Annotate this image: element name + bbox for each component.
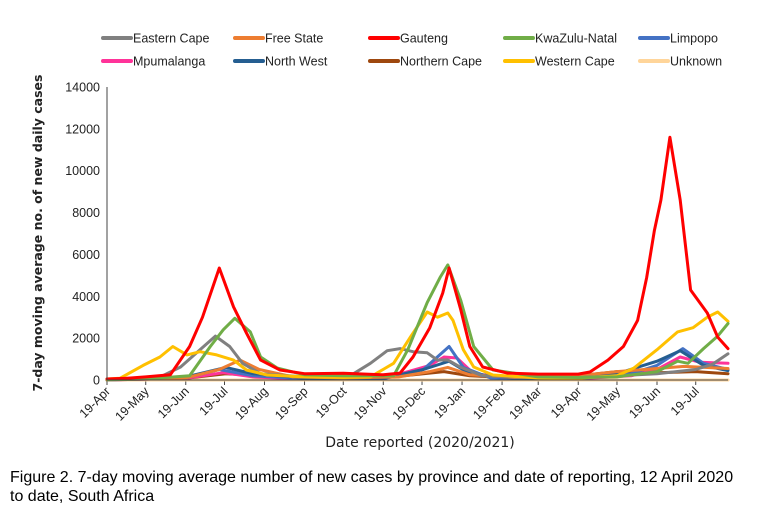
legend-label: Unknown	[670, 55, 722, 69]
y-tick-label: 4000	[72, 290, 100, 304]
x-axis-title: Date reported (2020/2021)	[325, 435, 515, 451]
x-tick-label: 19-May	[584, 384, 624, 424]
legend-label: Gauteng	[400, 32, 448, 46]
x-tick-label: 19-Aug	[232, 384, 270, 422]
x-tick-label: 19-Sep	[272, 384, 310, 422]
y-tick-label: 0	[93, 374, 100, 388]
x-tick-label: 19-May	[112, 384, 152, 424]
x-tick-label: 19-Jun	[626, 384, 663, 421]
legend-item: Eastern Cape	[101, 32, 209, 46]
y-axis-title: 7-day moving average no. of new daily ca…	[30, 75, 45, 392]
legend-label: Eastern Cape	[133, 32, 209, 46]
x-tick-label: 19-Feb	[470, 384, 508, 422]
legend-item: Western Cape	[503, 55, 615, 69]
series-lines	[105, 135, 730, 382]
x-tick-label: 19-Mar	[506, 384, 544, 422]
series-line-western-cape	[105, 310, 730, 381]
x-tick-label: 19-Jun	[155, 384, 192, 421]
legend-label: Limpopo	[670, 32, 718, 46]
x-tick-label: 19-Jul	[197, 384, 231, 418]
legend-label: Free State	[265, 32, 323, 46]
legend: Eastern Cape Free State Gauteng KwaZulu-Nat…	[101, 32, 722, 69]
legend-item: Northern Cape	[368, 55, 482, 69]
legend-label: Western Cape	[535, 55, 615, 69]
y-tick-label: 2000	[72, 332, 100, 346]
y-tick-label: 14000	[65, 81, 100, 95]
legend-item: Limpopo	[638, 32, 718, 46]
x-tick-label: 19-Jan	[431, 384, 468, 421]
x-tick-label: 19-Oct	[313, 384, 350, 421]
y-tick-label: 10000	[65, 164, 100, 178]
series-line-gauteng	[105, 135, 730, 381]
x-tick-label: 19-Apr	[77, 384, 113, 420]
legend-item: North West	[233, 55, 328, 69]
x-axis-ticks: 19-Apr 19-May 19-Jun 19-Jul 19-Aug 19-Sep 19-O…	[77, 380, 702, 424]
series-line-kwazulu-natal	[105, 263, 730, 382]
x-tick-label: 19-Dec	[390, 384, 428, 422]
legend-item: Free State	[233, 32, 323, 46]
y-tick-label: 12000	[65, 122, 100, 136]
legend-item: Gauteng	[368, 32, 448, 46]
x-tick-label: 19-Jul	[668, 384, 702, 418]
x-tick-label: 19-Apr	[548, 384, 584, 420]
y-tick-label: 8000	[72, 206, 100, 220]
legend-item: Mpumalanga	[101, 55, 205, 69]
y-tick-label: 6000	[72, 248, 100, 262]
legend-label: North West	[265, 55, 328, 69]
legend-label: Mpumalanga	[133, 55, 205, 69]
legend-label: Northern Cape	[400, 55, 482, 69]
x-tick-label: 19-Nov	[351, 384, 390, 423]
legend-item: Unknown	[638, 55, 722, 69]
line-chart: Eastern Cape Free State Gauteng KwaZulu-Nat…	[30, 32, 730, 451]
legend-item: KwaZulu-Natal	[503, 32, 617, 46]
y-axis-ticks: 0 2000 4000 6000 8000 10000 12000 14000	[65, 81, 100, 388]
figure-caption: Figure 2. 7-day moving average number of…	[10, 469, 734, 505]
legend-label: KwaZulu-Natal	[535, 32, 617, 46]
